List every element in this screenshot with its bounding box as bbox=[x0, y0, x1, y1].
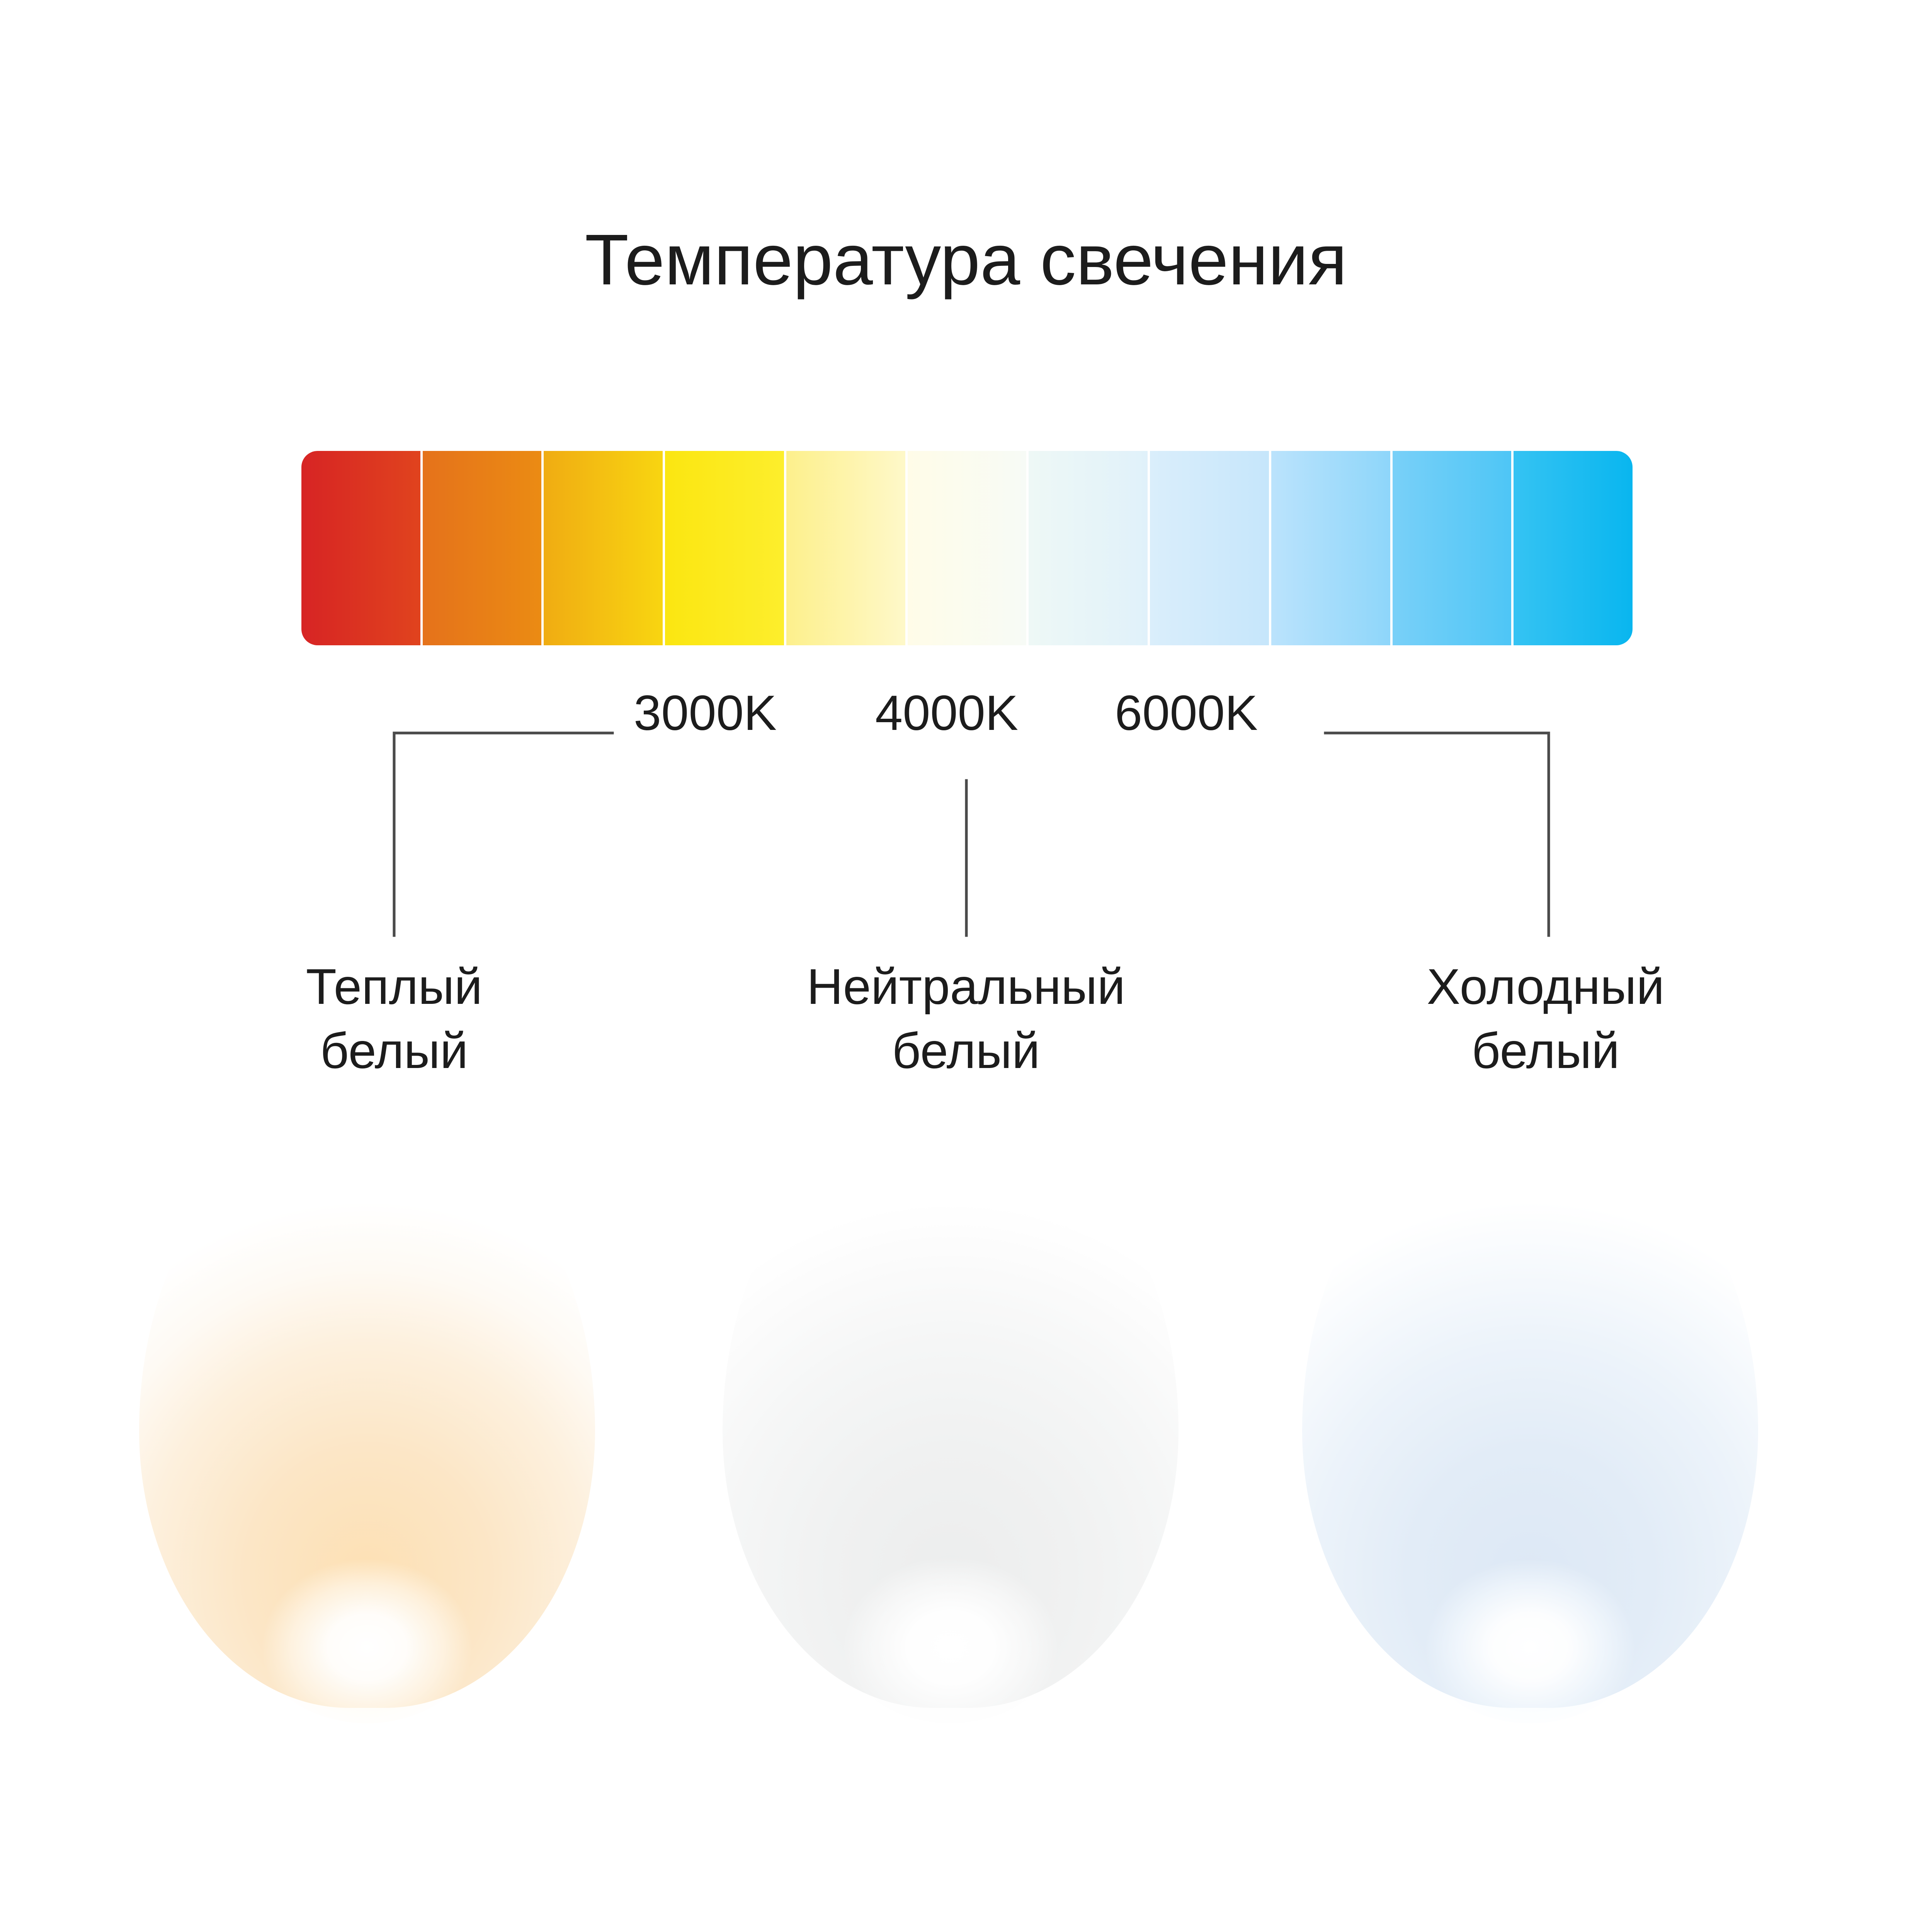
bulb-glow-cool-white-hotspot bbox=[1410, 1522, 1650, 1723]
scale-segment-9 bbox=[1392, 451, 1514, 645]
scale-segment-3 bbox=[665, 451, 786, 645]
category-label-neutral-white: Нейтральный белый bbox=[724, 954, 1208, 1083]
scale-segment-10 bbox=[1514, 451, 1633, 645]
leader-line-warm bbox=[393, 731, 614, 937]
scale-segment-2 bbox=[544, 451, 665, 645]
bulb-glow-neutral-white-hotspot bbox=[831, 1522, 1070, 1723]
bulb-glow-cool-white bbox=[1302, 1105, 1758, 1723]
page-title: Температура свечения bbox=[585, 220, 1347, 300]
scale-segment-8 bbox=[1271, 451, 1393, 645]
scale-segment-5 bbox=[907, 451, 1029, 645]
kelvin-label-6000: 6000K bbox=[1115, 685, 1258, 741]
scale-segment-7 bbox=[1150, 451, 1271, 645]
category-label-warm-white: Теплый белый bbox=[153, 954, 636, 1083]
category-label-cool-white-line1: Холодный bbox=[1427, 958, 1665, 1015]
scale-segment-1 bbox=[422, 451, 544, 645]
bulb-glow-neutral-white bbox=[723, 1105, 1179, 1723]
kelvin-label-3000: 3000K bbox=[634, 685, 777, 741]
scale-segment-6 bbox=[1029, 451, 1150, 645]
category-label-cool-white-line2: белый bbox=[1471, 1022, 1620, 1079]
kelvin-label-4000: 4000K bbox=[875, 685, 1019, 741]
scale-segment-4 bbox=[786, 451, 908, 645]
bulb-glow-warm-white-hotspot bbox=[247, 1522, 487, 1723]
leader-line-cool bbox=[1324, 731, 1550, 937]
category-label-warm-white-line1: Теплый bbox=[306, 958, 483, 1015]
category-label-warm-white-line2: белый bbox=[320, 1022, 468, 1079]
bulb-glow-warm-white bbox=[139, 1105, 595, 1723]
color-temperature-scale bbox=[301, 451, 1633, 645]
scale-segment-0 bbox=[301, 451, 423, 645]
category-label-cool-white: Холодный белый bbox=[1304, 954, 1787, 1083]
category-label-neutral-white-line2: белый bbox=[892, 1022, 1040, 1079]
category-label-neutral-white-line1: Нейтральный bbox=[806, 958, 1126, 1015]
